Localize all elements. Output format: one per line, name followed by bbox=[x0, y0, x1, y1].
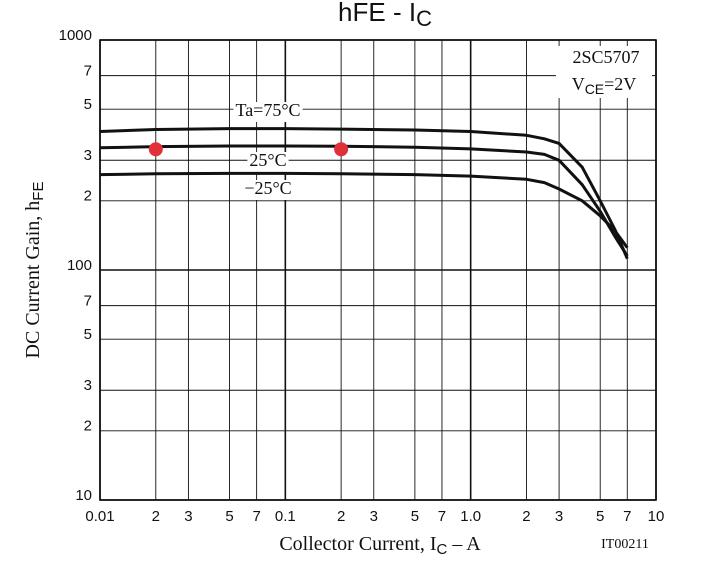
x-tick-label: 5 bbox=[596, 508, 604, 525]
condition-sub: CE bbox=[585, 81, 604, 97]
x-tick-label: 5 bbox=[411, 508, 419, 525]
x-tick-label: 3 bbox=[555, 508, 563, 525]
marker bbox=[148, 142, 163, 157]
x-tick-label: 7 bbox=[252, 508, 260, 525]
condition-part: V bbox=[572, 74, 585, 94]
x-tick-label: 0.01 bbox=[85, 508, 114, 525]
y-tick-label: 10 bbox=[75, 487, 92, 504]
x-tick-label: 2 bbox=[522, 508, 530, 525]
y-tick-label: 2 bbox=[84, 418, 92, 435]
y-axis-label: DC Current Gain, hFE bbox=[22, 182, 47, 359]
y-tick-label: 2 bbox=[84, 188, 92, 205]
condition-part: =2V bbox=[604, 74, 636, 94]
series-label-bg bbox=[242, 180, 294, 200]
series-line bbox=[99, 144, 629, 257]
y-tick-label: 3 bbox=[84, 377, 92, 394]
title-part: - I bbox=[386, 0, 416, 27]
y-label-part: DC Current Gain, h bbox=[22, 201, 44, 359]
x-tick-label: 3 bbox=[370, 508, 378, 525]
y-tick-label: 5 bbox=[84, 326, 92, 343]
x-label-part: – A bbox=[447, 533, 481, 555]
plot-frame bbox=[99, 39, 657, 501]
x-tick-label: 5 bbox=[225, 508, 233, 525]
series-label: 25°C bbox=[249, 150, 286, 170]
series-label: −25°C bbox=[244, 178, 291, 198]
x-tick-label: 2 bbox=[152, 508, 160, 525]
series-label-bg bbox=[247, 152, 289, 172]
y-tick-label: 7 bbox=[84, 293, 92, 310]
y-tick-label: 100 bbox=[67, 257, 92, 274]
title-sub: C bbox=[416, 6, 432, 31]
x-tick-label: 0.1 bbox=[275, 508, 296, 525]
part-number: 2SC5707 bbox=[572, 47, 639, 67]
y-tick-label: 5 bbox=[84, 96, 92, 113]
x-label-part: Collector Current, I bbox=[279, 533, 436, 555]
y-tick-label: 1000 bbox=[59, 27, 92, 44]
marker bbox=[334, 142, 349, 157]
condition: VCE=2V bbox=[572, 74, 637, 97]
series-line bbox=[99, 171, 629, 249]
x-tick-label: 10 bbox=[648, 508, 665, 525]
x-axis-label: Collector Current, IC – A bbox=[279, 533, 481, 558]
y-tick-label: 3 bbox=[84, 147, 92, 164]
chart-title: hFE - IC bbox=[338, 0, 432, 31]
x-tick-label: 2 bbox=[337, 508, 345, 525]
series-label-bg bbox=[233, 102, 303, 122]
y-tick-label: 7 bbox=[84, 63, 92, 80]
y-label-sub: FE bbox=[30, 182, 47, 201]
x-tick-label: 1.0 bbox=[460, 508, 481, 525]
x-label-sub: C bbox=[437, 541, 448, 558]
series-label: Ta=75°C bbox=[235, 100, 300, 120]
x-tick-label: 3 bbox=[184, 508, 192, 525]
figure-id: IT00211 bbox=[601, 537, 649, 552]
series-line bbox=[99, 127, 629, 260]
annotation-bg bbox=[556, 46, 652, 98]
title-sub: FE bbox=[353, 0, 386, 27]
x-tick-label: 7 bbox=[438, 508, 446, 525]
title-part: h bbox=[338, 0, 352, 27]
x-tick-label: 7 bbox=[623, 508, 631, 525]
